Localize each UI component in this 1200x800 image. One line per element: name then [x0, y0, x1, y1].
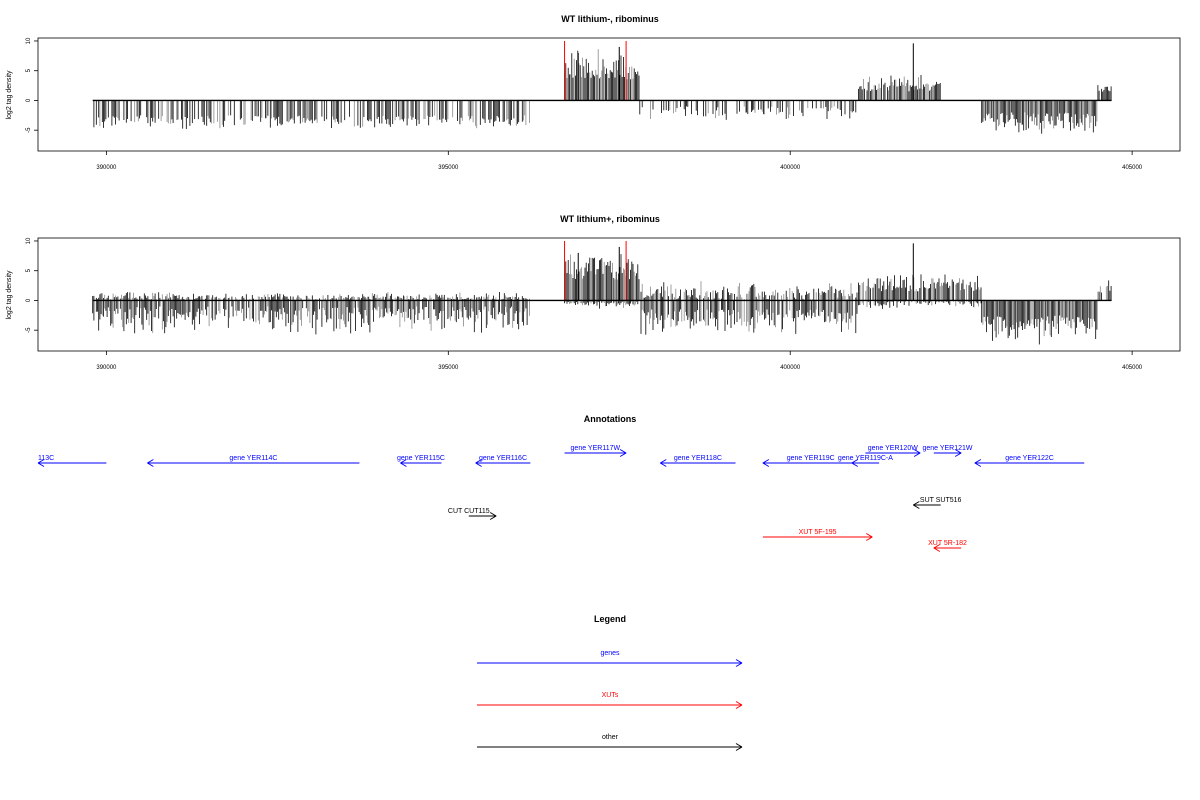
feature-arrow — [851, 459, 880, 467]
feature-label: gene YER118C — [674, 455, 722, 462]
feature-arrow — [974, 459, 1085, 467]
feature-arrows: 113C gene YER114C gene YER115C gene YER116C… — [37, 445, 1085, 552]
y-axis: 10 5 0 -5 — [26, 237, 38, 333]
feature-arrow — [564, 449, 627, 457]
feature-label: 113C — [38, 455, 54, 462]
feature-label: gene YER119C-A — [838, 455, 893, 462]
feature-arrow — [660, 459, 736, 467]
x-tick-label: 400000 — [780, 165, 801, 171]
y-tick-label: 10 — [26, 237, 32, 244]
feature-arrow — [762, 459, 859, 467]
x-tick-label: 405000 — [1122, 365, 1143, 371]
track-panel-lithium-minus: WT lithium-, ribominus log2 tag density … — [6, 14, 1181, 171]
feature-label: gene YER114C — [229, 455, 277, 462]
legend-label: XUTs — [602, 692, 619, 699]
y-tick-label: 5 — [26, 68, 32, 72]
feature-label: XUT 5R-182 — [928, 540, 967, 547]
feature-arrow — [913, 501, 941, 509]
feature-arrow — [762, 533, 873, 541]
y-tick-label: 5 — [26, 268, 32, 272]
feature-label: gene YER122C — [1005, 455, 1054, 462]
y-axis-label: log2 tag density — [6, 270, 13, 320]
density-bars — [92, 40, 1112, 134]
y-tick-label: 0 — [26, 98, 32, 102]
feature-arrow — [37, 459, 107, 467]
feature-arrow — [147, 459, 360, 467]
feature-label: gene YER120W — [868, 445, 918, 452]
panel-title: WT lithium-, ribominus — [561, 14, 659, 24]
legend-label: other — [602, 734, 619, 741]
x-tick-label: 400000 — [780, 365, 801, 371]
feature-arrow — [865, 449, 921, 457]
legend-items: genes XUTs other — [477, 650, 743, 751]
feature-label: gene YER116C — [479, 455, 527, 462]
x-tick-label: 395000 — [438, 365, 459, 371]
legend-arrow — [477, 659, 743, 667]
x-tick-label: 405000 — [1122, 165, 1143, 171]
y-tick-label: -5 — [26, 327, 32, 333]
feature-arrow — [933, 544, 962, 552]
feature-label: SUT SUT516 — [920, 497, 962, 504]
y-axis-label: log2 tag density — [6, 70, 13, 120]
annotations-title: Annotations — [584, 414, 637, 424]
x-tick-label: 395000 — [438, 165, 459, 171]
plot-frame — [37, 237, 1181, 352]
legend-title: Legend — [594, 614, 626, 624]
feature-label: XUT 5F-195 — [799, 529, 837, 536]
track-panel-lithium-plus: WT lithium+, ribominus log2 tag density … — [6, 214, 1181, 371]
feature-arrow — [400, 459, 442, 467]
feature-label: gene YER119C — [787, 455, 835, 462]
legend-label: genes — [600, 650, 620, 657]
y-tick-label: -5 — [26, 127, 32, 133]
density-bars — [92, 240, 1112, 345]
feature-arrow — [475, 459, 531, 467]
panel-title: WT lithium+, ribominus — [560, 214, 660, 224]
x-tick-label: 390000 — [96, 165, 117, 171]
y-tick-label: 0 — [26, 298, 32, 302]
x-tick-label: 390000 — [96, 365, 117, 371]
y-axis: 10 5 0 -5 — [26, 37, 38, 133]
feature-arrow — [933, 449, 962, 457]
feature-label: gene YER121W — [922, 445, 972, 452]
annotations-track: Annotations 113C gene YER114C gene YER115C… — [37, 414, 1085, 552]
feature-label: CUT CUT115 — [448, 508, 490, 515]
y-tick-label: 10 — [26, 37, 32, 44]
feature-label: gene YER115C — [397, 455, 445, 462]
x-axis: 390000 395000 400000 405000 — [96, 351, 1143, 371]
x-axis: 390000 395000 400000 405000 — [96, 151, 1143, 171]
legend: Legend genes XUTs other — [477, 614, 743, 751]
legend-arrow — [477, 743, 743, 751]
feature-arrow — [468, 512, 497, 520]
legend-arrow — [477, 701, 743, 709]
feature-label: gene YER117W — [571, 445, 621, 452]
plot-frame — [37, 37, 1181, 152]
